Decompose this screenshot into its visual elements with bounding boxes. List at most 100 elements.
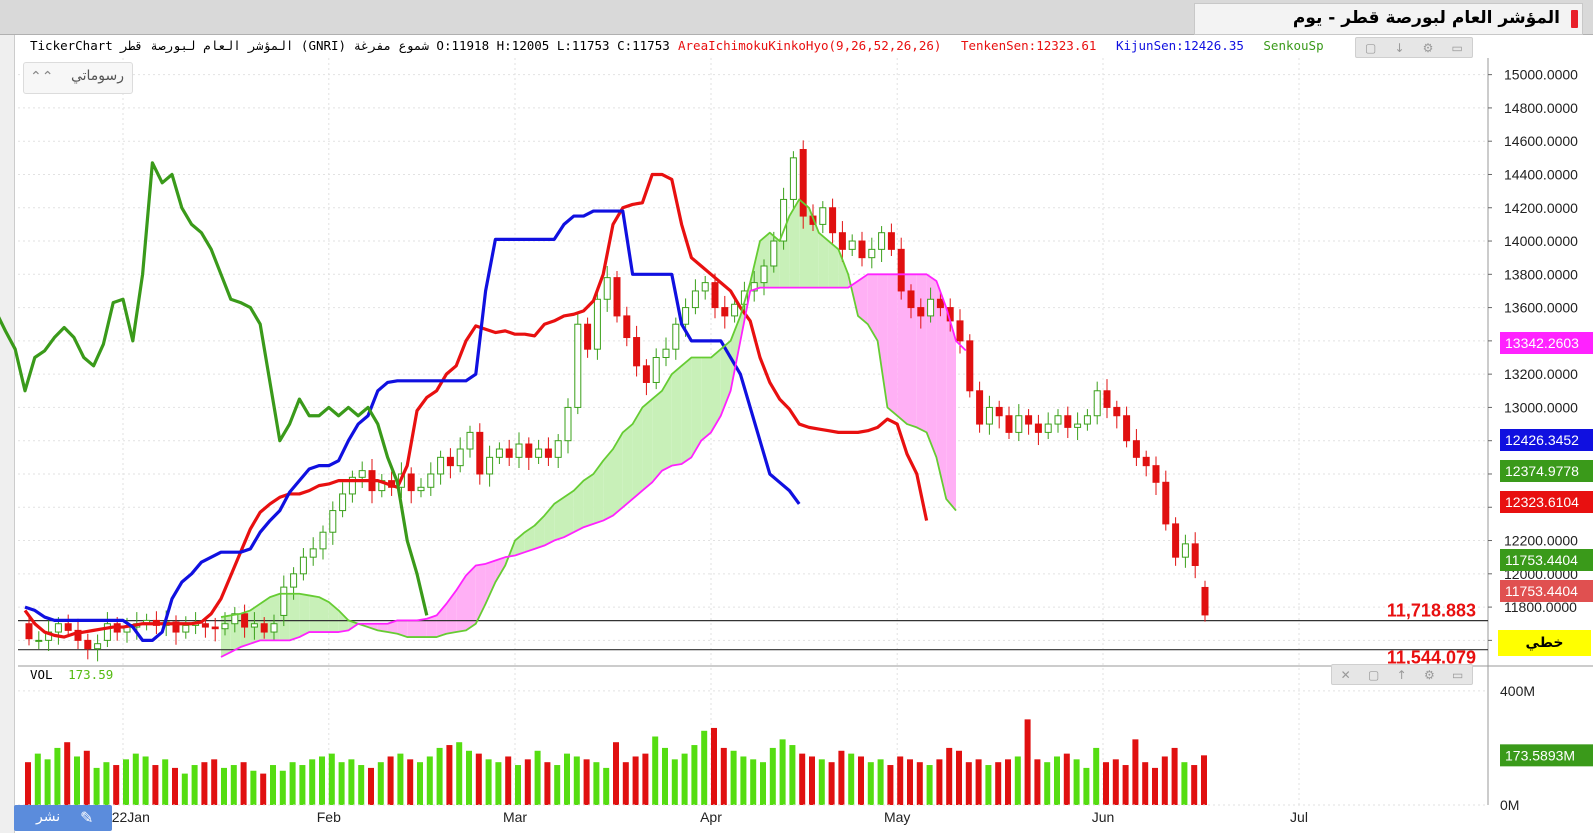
volume-bar [867, 762, 874, 805]
candle-body [260, 623, 268, 633]
volume-bar [995, 762, 1002, 805]
volume-bar [760, 762, 766, 805]
candle-body [1083, 415, 1091, 425]
candle-body [1103, 390, 1111, 408]
candle-body [976, 390, 984, 425]
volume-bar [74, 756, 80, 805]
volume-bar [103, 762, 110, 805]
volume-bar [613, 742, 619, 805]
publish-button[interactable]: نشر ✎ [14, 805, 112, 831]
volume-bar [250, 770, 257, 805]
volume-bar [211, 759, 218, 805]
candle-body [486, 456, 494, 475]
candle-body [1093, 390, 1101, 417]
cloud-segment [495, 557, 506, 583]
candle-body [613, 277, 621, 317]
candle-body [682, 307, 690, 325]
candle-body [780, 198, 788, 242]
volume-bar [593, 762, 600, 805]
tenkan-value: TenkenSen:12323.61 [960, 38, 1097, 53]
volume-bar [730, 750, 737, 805]
badge-text: 12426.3452 [1505, 432, 1579, 448]
candle-body [858, 240, 866, 259]
last-value-badge: 11753.4404 [1500, 549, 1593, 571]
cloud-segment [573, 480, 584, 533]
candle-body [1181, 543, 1189, 558]
volume-bar [652, 736, 659, 805]
candle-body [35, 639, 43, 642]
volume-bar [162, 759, 169, 805]
volume-bar [701, 730, 708, 805]
candle-body [662, 348, 670, 359]
maximize-icon[interactable]: ▢ [1365, 40, 1377, 55]
volume-bar [181, 773, 188, 805]
volume-bar [1112, 759, 1119, 805]
candle-body [731, 303, 739, 317]
candle-body [838, 232, 846, 250]
volume-bar [319, 756, 325, 805]
settings-icon[interactable]: ⚙ [1422, 40, 1434, 55]
candle-body [535, 448, 543, 458]
volume-bar [779, 739, 786, 805]
volume-bar [142, 756, 149, 805]
cloud-segment [671, 365, 682, 466]
volume-bar [534, 750, 541, 805]
badge-text: 173.5893M [1505, 747, 1575, 763]
candle-body [94, 643, 102, 650]
volume-bar [1132, 739, 1139, 805]
badge-box [1500, 332, 1593, 354]
badge-text: 13342.2603 [1505, 335, 1579, 351]
volume-bar [44, 759, 51, 805]
settings-icon[interactable]: ⚙ [1423, 667, 1435, 682]
maximize-icon[interactable]: ▢ [1367, 667, 1380, 682]
volume-bar [299, 765, 306, 805]
candle-body [290, 573, 298, 588]
candle-body [446, 456, 454, 467]
volume-bar [279, 770, 286, 805]
move-down-icon[interactable]: ↓ [1394, 40, 1405, 55]
cloud-segment [632, 407, 643, 499]
price-tick-label: 14800.0000 [1504, 100, 1578, 116]
volume-panel-controls[interactable]: ✕ ▢ ↑ ⚙ ▭ [1331, 664, 1473, 685]
volume-bar [397, 753, 404, 805]
more-icon[interactable]: ▭ [1452, 667, 1464, 682]
line-type-badge[interactable]: خطي [1498, 630, 1591, 656]
candle-body [466, 431, 474, 450]
candle-body [691, 290, 699, 309]
my-drawings-button[interactable]: ⌃⌃ رسوماتي [23, 62, 133, 94]
cloud-segment [799, 199, 809, 288]
cloud-segment [867, 274, 878, 341]
volume-bar [1073, 759, 1080, 805]
candle-body [1064, 415, 1072, 428]
volume-label: VOL 173.59 [30, 667, 113, 682]
volume-bar [83, 750, 90, 805]
cloud-segment [397, 620, 408, 638]
candle-body [54, 623, 62, 633]
badge-text: 11753.4404 [1505, 552, 1578, 568]
volume-bar [907, 759, 913, 805]
cloud-segment [299, 593, 310, 638]
more-icon[interactable]: ▭ [1451, 40, 1463, 55]
candle-body [1054, 415, 1062, 425]
price-tick-label: 11800.0000 [1504, 599, 1577, 615]
close-panel-icon[interactable]: ✕ [1340, 667, 1351, 682]
move-up-icon[interactable]: ↑ [1396, 667, 1407, 682]
volume-bar [877, 759, 884, 805]
badge-text: 12323.6104 [1505, 494, 1579, 510]
candle-body [985, 406, 993, 425]
last-value-badge: 12426.3452 [1500, 429, 1593, 451]
volume-bar [191, 765, 198, 805]
candle-body [701, 282, 709, 292]
volume-bar [1122, 765, 1129, 805]
cloud-segment [456, 575, 466, 633]
window-titlebar: ✕ ⧉ ⇆ المؤشر العام لبورصة قطر - يوم [0, 0, 1593, 35]
price-panel-controls[interactable]: ▢ ↓ ⚙ ▭ [1355, 37, 1473, 58]
volume-bar [1083, 767, 1090, 805]
volume-bar [662, 747, 668, 805]
drawing-line-icon: ⌃⌃ [30, 69, 54, 85]
price-axis: 15000.0000 14800.0000 14600.0000 14400.0000… [1488, 67, 1593, 648]
candle-body [623, 315, 631, 339]
volume-bar [946, 747, 953, 805]
candle-body [868, 248, 876, 259]
